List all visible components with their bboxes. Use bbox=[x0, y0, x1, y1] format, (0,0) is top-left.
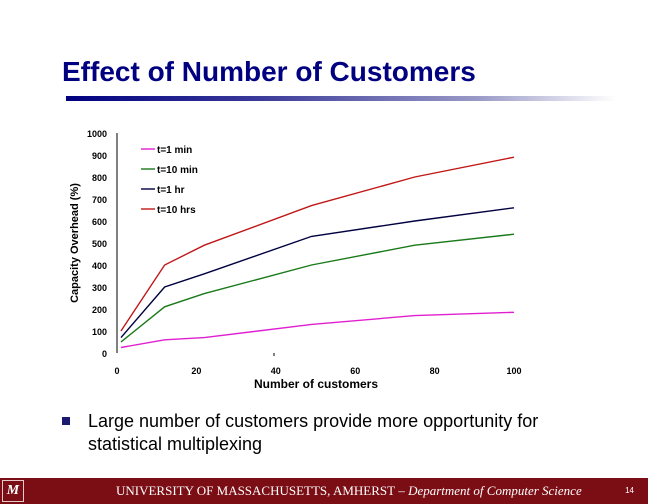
y-tick-label: 100 bbox=[92, 327, 107, 337]
page-number: 14 bbox=[625, 486, 634, 495]
slide-title: Effect of Number of Customers bbox=[62, 56, 476, 87]
x-tick-label: 100 bbox=[506, 366, 521, 376]
legend-label: t=1 hr bbox=[157, 185, 185, 196]
legend-label: t=10 min bbox=[157, 165, 198, 176]
chart-axes bbox=[116, 133, 275, 356]
y-tick-label: 700 bbox=[92, 195, 107, 205]
x-tick-label: 20 bbox=[191, 366, 201, 376]
y-tick-label: 200 bbox=[92, 305, 107, 315]
legend-label: t=1 min bbox=[157, 145, 192, 156]
footer-text: UNIVERSITY OF MASSACHUSETTS, AMHERST – D… bbox=[116, 483, 582, 499]
department-name: – Department of Computer Science bbox=[395, 483, 582, 498]
series-line bbox=[120, 233, 515, 343]
y-tick-label: 0 bbox=[102, 349, 107, 359]
series-line bbox=[120, 311, 515, 349]
university-logo-icon: M bbox=[2, 480, 24, 502]
y-tick-label: 300 bbox=[92, 283, 107, 293]
y-tick-label: 800 bbox=[92, 173, 107, 183]
x-tick-label: 40 bbox=[271, 366, 281, 376]
series-line bbox=[120, 156, 515, 332]
x-tick-label: 60 bbox=[350, 366, 360, 376]
series-line bbox=[120, 207, 515, 339]
y-tick-label: 1000 bbox=[87, 129, 107, 139]
chart-legend: t=1 min t=10 min t=1 hr t=10 hrs bbox=[141, 145, 198, 216]
y-tick-label: 900 bbox=[92, 151, 107, 161]
y-tick-label: 500 bbox=[92, 239, 107, 249]
line-chart: 0 100 200 300 400 500 600 700 800 900 1000 0 20 40 60 8… bbox=[69, 129, 522, 391]
y-tick-label: 600 bbox=[92, 217, 107, 227]
institution-name: UNIVERSITY OF MASSACHUSETTS, AMHERST bbox=[116, 483, 396, 498]
x-axis-label: Number of customers bbox=[254, 377, 378, 391]
chart-series bbox=[120, 156, 515, 349]
legend-label: t=10 hrs bbox=[157, 205, 196, 216]
y-tick-label: 400 bbox=[92, 261, 107, 271]
bullet-text: Large number of customers provide more o… bbox=[88, 411, 539, 454]
x-tick-label: 80 bbox=[430, 366, 440, 376]
title-underline bbox=[66, 96, 616, 101]
chart-ticks: 0 100 200 300 400 500 600 700 800 900 1000 0 20 40 60 8… bbox=[87, 129, 522, 376]
bullet-marker bbox=[62, 417, 70, 425]
y-axis-label: Capacity Overhead (%) bbox=[69, 183, 81, 303]
x-tick-label: 0 bbox=[114, 366, 119, 376]
footer-bar: M UNIVERSITY OF MASSACHUSETTS, AMHERST –… bbox=[0, 478, 648, 504]
